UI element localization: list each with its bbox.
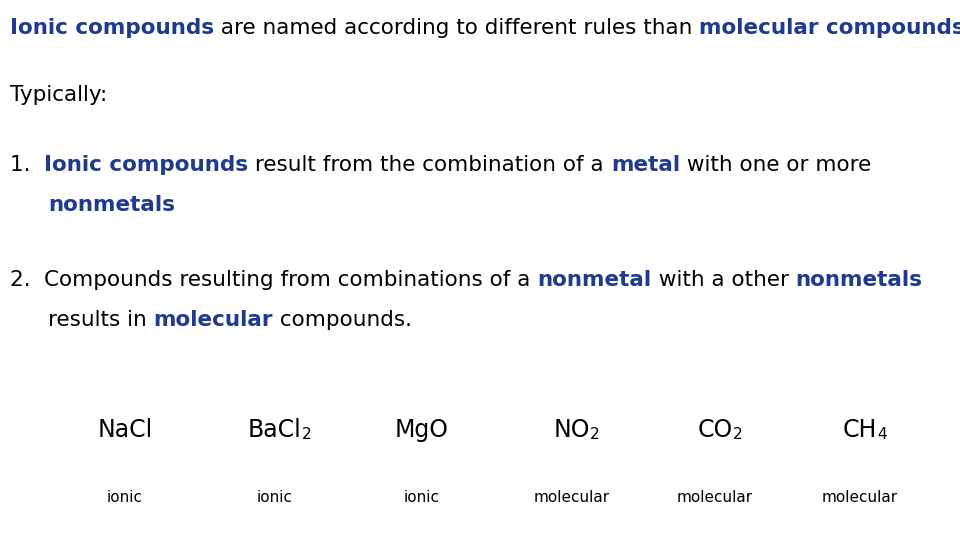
Text: with a other: with a other <box>652 270 796 290</box>
Text: nonmetal: nonmetal <box>538 270 652 290</box>
Text: Ionic compounds: Ionic compounds <box>10 18 214 38</box>
Text: ionic: ionic <box>404 490 440 505</box>
Text: molecular: molecular <box>154 310 274 330</box>
Text: ionic: ionic <box>257 490 293 505</box>
Text: results in: results in <box>48 310 154 330</box>
Text: 4: 4 <box>877 427 887 442</box>
Text: 1.: 1. <box>10 155 44 175</box>
Text: BaCl: BaCl <box>248 418 301 442</box>
Text: molecular: molecular <box>677 490 753 505</box>
Text: 2: 2 <box>732 427 742 442</box>
Text: nonmetals: nonmetals <box>48 195 175 215</box>
Text: 2: 2 <box>301 427 312 442</box>
Text: compounds.: compounds. <box>274 310 412 330</box>
Text: with one or more: with one or more <box>680 155 872 175</box>
Text: molecular: molecular <box>534 490 610 505</box>
Text: Ionic compounds: Ionic compounds <box>44 155 249 175</box>
Text: MgO: MgO <box>395 418 449 442</box>
Text: Typically:: Typically: <box>10 85 108 105</box>
Text: 2.: 2. <box>10 270 44 290</box>
Text: result from the combination of a: result from the combination of a <box>249 155 611 175</box>
Text: Compounds resulting from combinations of a: Compounds resulting from combinations of… <box>44 270 538 290</box>
Text: 2: 2 <box>590 427 600 442</box>
Text: NaCl: NaCl <box>97 418 153 442</box>
Text: NO: NO <box>554 418 590 442</box>
Text: ionic: ionic <box>107 490 143 505</box>
Text: CO: CO <box>697 418 732 442</box>
Text: molecular compounds: molecular compounds <box>700 18 960 38</box>
Text: molecular: molecular <box>822 490 898 505</box>
Text: CH: CH <box>843 418 877 442</box>
Text: nonmetals: nonmetals <box>796 270 923 290</box>
Text: metal: metal <box>611 155 680 175</box>
Text: are named according to different rules than: are named according to different rules t… <box>214 18 700 38</box>
